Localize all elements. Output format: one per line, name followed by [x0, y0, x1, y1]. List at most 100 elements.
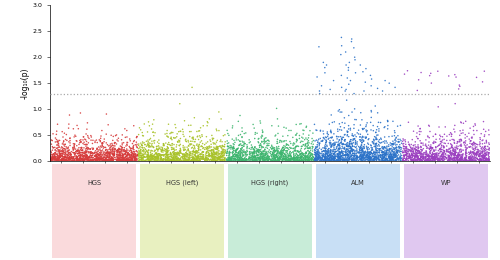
- Point: [288, 157, 296, 161]
- Point: [124, 148, 132, 152]
- Point: [290, 155, 298, 160]
- Point: [54, 122, 62, 126]
- Point: [226, 157, 234, 161]
- Point: [326, 147, 334, 152]
- Point: [81, 159, 89, 163]
- Point: [86, 159, 94, 163]
- Point: [108, 155, 116, 159]
- Point: [247, 158, 255, 162]
- Point: [301, 155, 309, 159]
- Point: [135, 155, 143, 159]
- Point: [345, 113, 353, 118]
- Point: [172, 157, 180, 161]
- Point: [458, 121, 466, 125]
- Point: [199, 146, 207, 151]
- Point: [316, 155, 324, 159]
- Point: [260, 159, 268, 163]
- Point: [202, 152, 209, 156]
- Point: [381, 159, 389, 163]
- Point: [408, 147, 416, 151]
- Point: [314, 155, 322, 160]
- Point: [290, 156, 298, 160]
- Point: [363, 151, 371, 155]
- Point: [92, 157, 100, 161]
- Point: [346, 142, 354, 146]
- Point: [92, 138, 100, 142]
- Point: [84, 158, 92, 162]
- Point: [61, 142, 69, 146]
- Point: [358, 147, 366, 152]
- Point: [414, 151, 422, 155]
- Point: [410, 157, 418, 161]
- Point: [304, 159, 312, 163]
- Point: [147, 154, 155, 159]
- Point: [168, 142, 176, 146]
- Point: [438, 158, 446, 162]
- Point: [430, 155, 438, 159]
- Point: [202, 146, 210, 150]
- Point: [378, 156, 386, 160]
- Point: [414, 154, 422, 158]
- Point: [190, 156, 198, 160]
- Point: [340, 146, 348, 151]
- Point: [226, 157, 234, 161]
- Point: [424, 156, 432, 160]
- Point: [127, 153, 135, 157]
- Point: [62, 145, 70, 149]
- Point: [174, 138, 182, 142]
- Point: [450, 159, 458, 163]
- Point: [298, 135, 306, 139]
- Point: [341, 132, 349, 136]
- Point: [341, 139, 349, 143]
- Point: [348, 158, 356, 162]
- Point: [343, 141, 351, 146]
- Point: [243, 143, 251, 147]
- Point: [258, 157, 266, 161]
- Point: [328, 135, 336, 139]
- Point: [308, 147, 316, 151]
- Point: [190, 158, 198, 162]
- Point: [108, 158, 116, 162]
- Point: [450, 148, 458, 152]
- Point: [367, 150, 375, 154]
- Point: [386, 154, 394, 158]
- Point: [356, 135, 364, 139]
- Point: [456, 139, 464, 143]
- Point: [164, 135, 172, 139]
- Point: [106, 158, 114, 162]
- Point: [196, 156, 204, 160]
- Point: [292, 153, 300, 158]
- Point: [394, 145, 402, 149]
- Point: [388, 156, 396, 160]
- Point: [328, 155, 336, 159]
- Point: [106, 152, 114, 156]
- Point: [352, 154, 360, 159]
- Point: [361, 158, 369, 162]
- Point: [211, 159, 219, 163]
- Point: [356, 145, 364, 149]
- Point: [430, 155, 438, 159]
- Point: [251, 154, 259, 159]
- Point: [336, 143, 344, 147]
- Point: [334, 151, 342, 155]
- Point: [446, 157, 454, 161]
- Point: [422, 142, 430, 146]
- Point: [156, 154, 164, 158]
- Point: [467, 158, 475, 162]
- Point: [424, 157, 432, 161]
- Point: [126, 159, 134, 163]
- Point: [300, 155, 308, 160]
- Point: [180, 157, 188, 161]
- Point: [469, 147, 477, 151]
- Point: [447, 156, 455, 160]
- Point: [128, 147, 136, 151]
- Point: [58, 159, 66, 163]
- Point: [344, 149, 351, 153]
- Point: [219, 155, 227, 160]
- Point: [326, 155, 334, 159]
- Point: [134, 147, 142, 151]
- Point: [49, 156, 57, 160]
- Point: [302, 158, 310, 162]
- Point: [411, 158, 419, 162]
- Point: [381, 151, 389, 155]
